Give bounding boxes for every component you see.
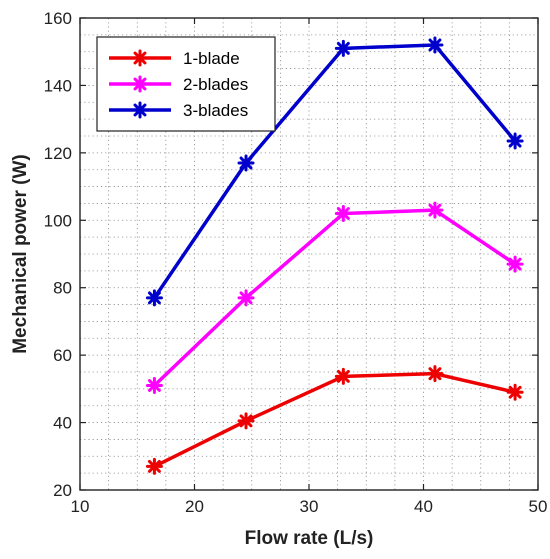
y-tick-label: 160: [44, 9, 72, 28]
legend-label: 3-blades: [183, 101, 248, 120]
data-point-3-blades: [426, 36, 444, 54]
data-point-1-blade: [334, 367, 352, 385]
data-point-2-blades: [426, 201, 444, 219]
x-tick-label: 10: [71, 497, 90, 516]
series-lines: [145, 36, 524, 475]
y-tick-label: 120: [44, 144, 72, 163]
data-point-1-blade: [237, 412, 255, 430]
data-point-3-blades: [334, 39, 352, 57]
legend-entry: 3-blades: [109, 101, 248, 120]
legend-marker-swatch: [131, 75, 149, 93]
data-point-1-blade: [145, 457, 163, 475]
legend-entry: 2-blades: [109, 75, 248, 94]
legend-marker-swatch: [131, 101, 149, 119]
legend-label: 1-blade: [183, 49, 240, 68]
legend-label: 2-blades: [183, 75, 248, 94]
data-point-2-blades: [145, 376, 163, 394]
legend: 1-blade 2-blades 3-blades: [96, 36, 276, 132]
y-tick-label: 40: [53, 414, 72, 433]
x-tick-label: 30: [300, 497, 319, 516]
y-axis-title: Mechanical power (W): [10, 154, 31, 354]
x-tick-label: 50: [529, 497, 548, 516]
x-axis-title: Flow rate (L/s): [245, 528, 374, 549]
x-tick-label: 40: [414, 497, 433, 516]
data-point-2-blades: [506, 255, 524, 273]
legend-marker-swatch: [131, 49, 149, 67]
data-point-1-blade: [506, 383, 524, 401]
data-point-2-blades: [334, 205, 352, 223]
legend-entries: 1-blade 2-blades 3-blades: [109, 49, 248, 120]
x-tick-label: 20: [185, 497, 204, 516]
y-tick-label: 80: [53, 279, 72, 298]
y-tick-label: 100: [44, 211, 72, 230]
data-point-2-blades: [237, 289, 255, 307]
legend-entry: 1-blade: [109, 49, 240, 68]
y-tick-label: 20: [53, 481, 72, 500]
data-point-3-blades: [145, 289, 163, 307]
data-point-3-blades: [237, 154, 255, 172]
y-tick-label: 60: [53, 346, 72, 365]
data-point-3-blades: [506, 132, 524, 150]
y-tick-label: 140: [44, 76, 72, 95]
data-point-1-blade: [426, 365, 444, 383]
